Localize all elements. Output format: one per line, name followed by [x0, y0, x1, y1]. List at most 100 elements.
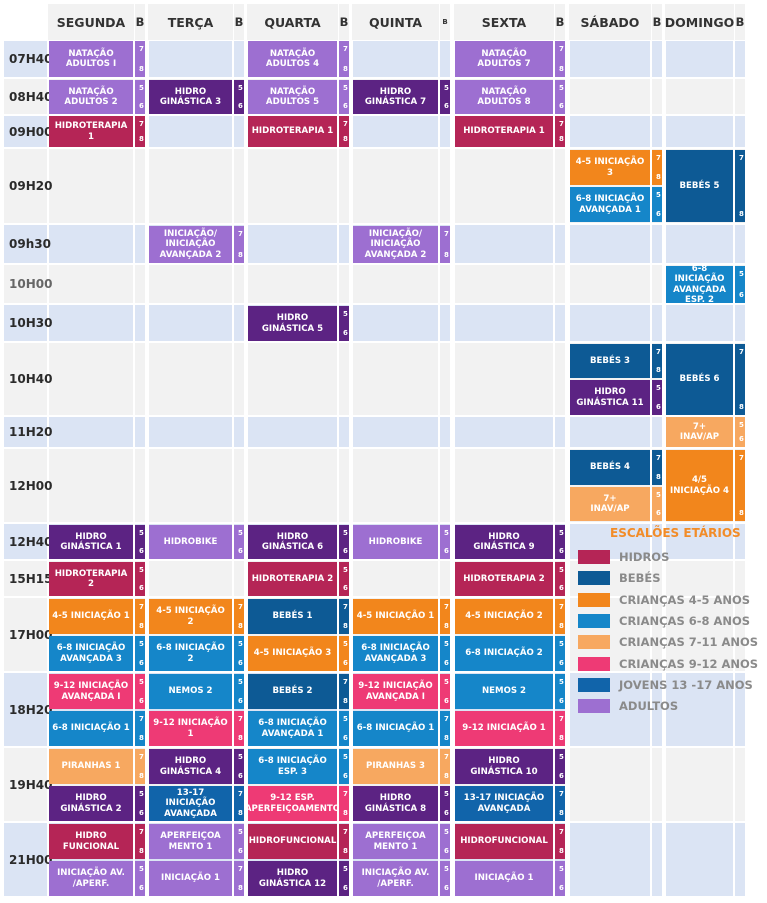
class-cell[interactable]: 6-8 INICIAÇÃO AVANÇADA ESP. 2 — [666, 264, 733, 305]
class-cell[interactable]: PIRANHAS 3 — [353, 749, 438, 784]
class-cell[interactable]: 9-12 INICIAÇÃO 1 — [455, 711, 553, 746]
class-cell[interactable]: HIDRO GINÁSTICA 7 — [353, 80, 438, 114]
class-cell[interactable]: NATAÇÃO ADULTOS 8 — [455, 80, 553, 114]
row-background — [735, 598, 745, 671]
pool-number-bottom: 6 — [559, 547, 564, 555]
class-cell[interactable]: NATAÇÃO ADULTOS I — [49, 41, 133, 77]
class-cell[interactable]: BEBÉS 2 — [248, 674, 337, 709]
class-cell[interactable]: BEBÉS 4 — [570, 450, 650, 485]
class-cell[interactable]: 6-8 INICIAÇÃO 1 — [49, 711, 133, 746]
class-cell[interactable]: APERFEIÇOA MENTO 1 — [149, 824, 232, 859]
legend-item: JOVENS 13 -17 ANOS — [578, 677, 767, 694]
class-cell[interactable]: INICIAÇÃO AV. /APERF. — [353, 861, 438, 896]
class-cell[interactable]: NATAÇÃO ADULTOS 2 — [49, 80, 133, 114]
class-cell[interactable]: HIDRO GINÁSTICA 5 — [248, 306, 337, 341]
class-cell[interactable]: HIDRO GINÁSTICA 10 — [455, 749, 553, 784]
class-cell[interactable]: NATAÇÃO ADULTOS 5 — [248, 80, 337, 114]
class-cell[interactable]: 4-5 INICIAÇÃO 3 — [248, 636, 337, 671]
class-cell[interactable]: 13-17 INICIAÇÃO AVANÇADA — [149, 786, 232, 821]
row-background — [652, 149, 662, 223]
class-cell[interactable]: 6-8 INICIAÇÃO 2 — [149, 636, 232, 671]
class-cell[interactable]: HIDRO GINÁSTICA 3 — [149, 80, 232, 114]
pool-number-bottom: 8 — [343, 622, 348, 630]
pool-number-top: 7 — [444, 753, 449, 761]
class-cell[interactable]: HIDRO GINÁSTICA 6 — [248, 525, 337, 559]
class-cell[interactable]: PIRANHAS 1 — [49, 749, 133, 784]
class-cell[interactable]: HIDROTERAPIA 1 — [455, 116, 553, 147]
class-cell[interactable]: 9-12 INICIAÇÃO 1 — [149, 711, 232, 746]
class-cell[interactable]: 4-5 INICIAÇÃO 2 — [455, 599, 553, 634]
class-cell[interactable]: HIDRO GINÁSTICA 8 — [353, 786, 438, 821]
class-cell[interactable]: 4-5 INICIAÇÃO 3 — [570, 150, 650, 185]
class-cell[interactable]: NEMOS 2 — [149, 674, 232, 709]
class-cell[interactable]: INICIAÇÃO 1 — [455, 861, 553, 896]
class-cell[interactable]: BEBÉS 6 — [666, 344, 733, 415]
pool-number-top: 5 — [444, 828, 449, 836]
class-cell[interactable]: 13-17 INICIAÇÃO AVANÇADA — [455, 786, 553, 821]
class-cell[interactable]: APERFEIÇOA MENTO 1 — [353, 824, 438, 859]
class-cell[interactable]: 6-8 INICIAÇÃO AVANÇADA 3 — [353, 636, 438, 671]
row-background — [4, 265, 47, 303]
row-background — [135, 449, 145, 522]
class-cell[interactable]: NATAÇÃO ADULTOS 4 — [248, 41, 337, 77]
row-background — [666, 598, 733, 671]
class-cell[interactable]: 6-8 INICIAÇÃO AVANÇADA 1 — [570, 187, 650, 222]
class-cell[interactable]: HIDRO GINÁSTICA 1 — [49, 525, 133, 559]
class-cell[interactable]: INICIAÇÃO/ INICIAÇÃO AVANÇADA 2 — [149, 226, 232, 263]
class-cell[interactable]: HIDROFUNCIONAL — [248, 824, 337, 859]
class-cell[interactable]: HIDROTERAPIA 2 — [455, 562, 553, 596]
row-background — [652, 343, 662, 415]
class-cell[interactable]: HIDROFUNCIONAL — [455, 824, 553, 859]
class-cell[interactable]: 6-8 INICIAÇÃO 1 — [353, 711, 438, 746]
class-cell[interactable]: HIDROBIKE — [353, 525, 438, 559]
class-cell[interactable]: 7+ INAV/AP — [570, 487, 650, 521]
class-cell[interactable]: BEBÉS 1 — [248, 599, 337, 634]
class-cell[interactable]: BEBÉS 5 — [666, 150, 733, 222]
class-cell[interactable]: 6-8 INICIAÇÃO 2 — [455, 636, 553, 671]
row-background — [735, 41, 745, 77]
class-cell[interactable]: HIDRO GINÁSTICA 4 — [149, 749, 232, 784]
class-cell[interactable]: HIDROTERAPIA 1 — [248, 116, 337, 147]
class-cell[interactable]: 6-8 INICIAÇÃO AVANÇADA 1 — [248, 711, 337, 746]
class-cell[interactable]: HIDROTERAPIA 2 — [49, 562, 133, 596]
pool-number-top: 5 — [343, 715, 348, 723]
class-cell[interactable]: 4/5 INICIAÇÃO 4 — [666, 450, 733, 521]
pool-number-top: 7 — [656, 454, 661, 462]
class-cell[interactable]: HIDRO GINÁSTICA 2 — [49, 786, 133, 821]
class-cell[interactable]: HIDRO GINÁSTICA 11 — [570, 380, 650, 415]
pool-number-top: 5 — [739, 421, 744, 429]
class-cell[interactable]: HIDRO FUNCIONAL — [49, 824, 133, 859]
class-cell[interactable]: INICIAÇÃO AV. /APERF. — [49, 861, 133, 896]
pool-number-bottom: 8 — [559, 809, 564, 817]
class-cell[interactable]: HIDRO GINÁSTICA 9 — [455, 525, 553, 559]
pool-number-bottom: 8 — [739, 509, 744, 517]
row-background — [735, 524, 745, 559]
class-cell[interactable]: 9-12 INICIAÇÃO AVANÇADA I — [353, 674, 438, 709]
class-cell[interactable]: INICIAÇÃO/ INICIAÇÃO AVANÇADA 2 — [353, 226, 438, 263]
class-cell[interactable]: INICIAÇÃO 1 — [149, 861, 232, 896]
class-cell[interactable]: 9-12 ESP. APERFEIÇOAMENTO — [245, 786, 340, 821]
class-cell[interactable]: 9-12 INICIAÇÃO AVANÇADA I — [49, 674, 133, 709]
class-cell[interactable]: BEBÉS 3 — [570, 344, 650, 378]
class-cell[interactable]: 4-5 INICIAÇÃO 1 — [49, 599, 133, 634]
pool-number-top: 5 — [343, 753, 348, 761]
class-cell[interactable]: HIDROBIKE — [149, 525, 232, 559]
class-cell[interactable]: HIDROTERAPIA 2 — [248, 562, 337, 596]
pool-number-bottom: 6 — [238, 847, 243, 855]
class-cell[interactable]: 6-8 INICIAÇÃO AVANÇADA 3 — [49, 636, 133, 671]
class-cell[interactable]: 6-8 INICIAÇÃO ESP. 3 — [248, 749, 337, 784]
class-cell[interactable]: HIDROTERAPIA 1 — [49, 116, 133, 147]
class-cell[interactable]: 7+ INAV/AP — [666, 417, 733, 447]
b-header: B — [555, 4, 565, 40]
class-cell[interactable]: NEMOS 2 — [455, 674, 553, 709]
class-cell[interactable]: NATAÇÃO ADULTOS 7 — [455, 41, 553, 77]
class-cell[interactable]: 4-5 INICIAÇÃO 2 — [149, 599, 232, 634]
class-cell[interactable]: HIDRO GINÁSTICA 12 — [248, 861, 337, 896]
pool-number-bottom: 6 — [559, 102, 564, 110]
class-cell[interactable]: 4-5 INICIAÇÃO 1 — [353, 599, 438, 634]
